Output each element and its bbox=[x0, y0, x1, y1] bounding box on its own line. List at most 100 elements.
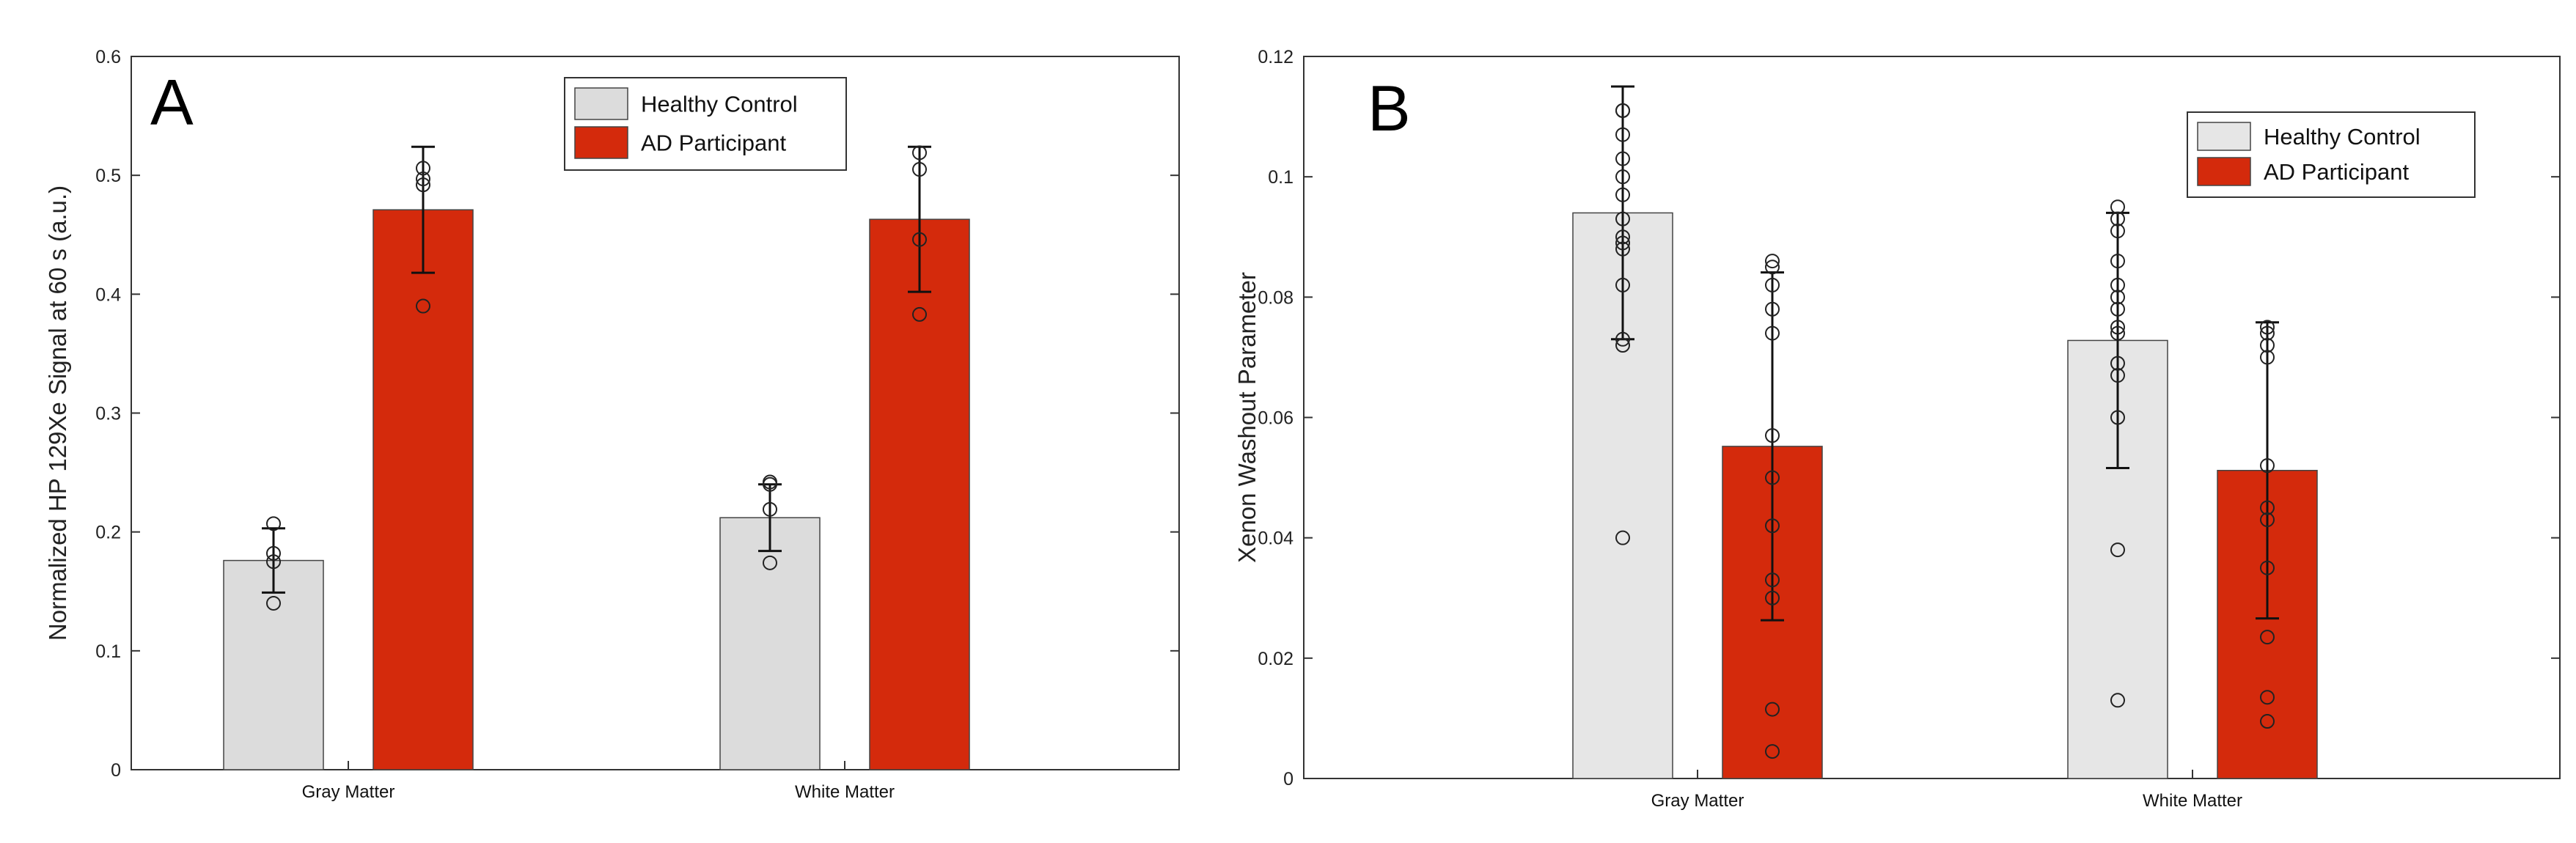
bar-ad-participant bbox=[869, 218, 970, 770]
legend-swatch-healthy-control bbox=[574, 87, 628, 120]
legend-swatch-healthy-control bbox=[2197, 122, 2251, 151]
legend-label-ad-participant: AD Participant bbox=[641, 130, 787, 156]
data-point bbox=[1615, 338, 1630, 353]
bar-healthy-control bbox=[719, 517, 821, 770]
data-point bbox=[1615, 127, 1630, 142]
data-point bbox=[1615, 103, 1630, 118]
data-point bbox=[2110, 693, 2125, 708]
data-point bbox=[2110, 224, 2125, 239]
data-point bbox=[1615, 169, 1630, 185]
data-point bbox=[1615, 241, 1630, 257]
data-point bbox=[2110, 320, 2125, 335]
data-point bbox=[2260, 325, 2275, 341]
y-tick-label: 0.1 bbox=[95, 641, 121, 662]
y-tick-label: 0.6 bbox=[95, 47, 121, 67]
data-point bbox=[912, 232, 927, 247]
data-point bbox=[2260, 560, 2275, 575]
data-point bbox=[1765, 301, 1780, 317]
data-point bbox=[912, 162, 927, 177]
data-point bbox=[1765, 277, 1780, 292]
legend-label-healthy-control: Healthy Control bbox=[2264, 124, 2421, 150]
data-point bbox=[266, 545, 281, 561]
x-category-label: White Matter bbox=[795, 782, 895, 802]
data-point bbox=[2110, 290, 2125, 305]
data-point bbox=[1765, 254, 1780, 269]
data-point bbox=[2110, 542, 2125, 558]
panel-label: A bbox=[150, 66, 194, 139]
y-tick-label: 0.2 bbox=[95, 523, 121, 543]
y-tick-label: 0.12 bbox=[1258, 47, 1293, 67]
data-point bbox=[912, 145, 927, 161]
data-point bbox=[2260, 500, 2275, 515]
y-tick-label: 0.08 bbox=[1258, 287, 1293, 308]
data-point bbox=[1765, 518, 1780, 534]
data-point bbox=[266, 595, 281, 611]
panel-label: B bbox=[1368, 72, 1411, 144]
data-point bbox=[2260, 512, 2275, 528]
data-point bbox=[1765, 702, 1780, 717]
data-point bbox=[2260, 338, 2275, 353]
y-tick-label: 0.06 bbox=[1258, 408, 1293, 429]
legend-swatch-ad-participant bbox=[2197, 157, 2251, 186]
legend-swatch-ad-participant bbox=[574, 126, 628, 159]
data-point bbox=[1615, 277, 1630, 292]
y-tick-label: 0 bbox=[1283, 769, 1293, 789]
data-point bbox=[1615, 187, 1630, 202]
data-point bbox=[1615, 151, 1630, 166]
data-point bbox=[1765, 590, 1780, 605]
data-point bbox=[2260, 714, 2275, 729]
data-point bbox=[1615, 235, 1630, 251]
x-category-label: White Matter bbox=[2143, 791, 2242, 811]
data-point bbox=[2110, 211, 2125, 227]
y-tick-label: 0.4 bbox=[95, 284, 121, 305]
data-point bbox=[2260, 320, 2275, 335]
data-point bbox=[1615, 229, 1630, 245]
data-point bbox=[2110, 368, 2125, 383]
y-tick-label: 0.5 bbox=[95, 166, 121, 186]
data-point bbox=[1765, 325, 1780, 341]
data-point bbox=[1765, 744, 1780, 759]
data-point bbox=[1765, 259, 1780, 275]
data-point bbox=[2110, 410, 2125, 425]
data-point bbox=[416, 177, 430, 193]
data-point bbox=[2260, 458, 2275, 474]
data-point bbox=[266, 554, 281, 570]
data-point bbox=[1615, 211, 1630, 227]
data-point bbox=[2110, 254, 2125, 269]
data-point bbox=[266, 516, 281, 531]
y-tick-label: 0.1 bbox=[1268, 167, 1293, 188]
data-point bbox=[763, 555, 777, 570]
data-point bbox=[2110, 277, 2125, 292]
y-tick-label: 0.3 bbox=[95, 404, 121, 424]
bar-ad-participant bbox=[373, 209, 474, 770]
y-axis-label: Normalized HP 129Xe Signal at 60 s (a.u.… bbox=[44, 185, 71, 641]
y-tick-label: 0.02 bbox=[1258, 649, 1293, 669]
data-point bbox=[912, 306, 927, 322]
data-point bbox=[2260, 350, 2275, 365]
bar-healthy-control bbox=[223, 559, 324, 770]
data-point bbox=[416, 161, 430, 176]
data-point bbox=[2110, 356, 2125, 371]
data-point bbox=[2110, 325, 2125, 341]
data-point bbox=[416, 298, 430, 314]
data-point bbox=[2260, 630, 2275, 645]
data-point bbox=[1615, 331, 1630, 347]
data-point bbox=[1765, 573, 1780, 588]
data-point bbox=[1615, 530, 1630, 545]
data-point bbox=[763, 474, 777, 490]
data-point bbox=[2110, 301, 2125, 317]
data-point bbox=[1765, 470, 1780, 485]
legend-label-healthy-control: Healthy Control bbox=[641, 92, 798, 117]
data-point bbox=[2110, 199, 2125, 215]
x-category-label: Gray Matter bbox=[1651, 791, 1744, 811]
panel-b: 0 0.02 0.04 0.06 0.08 0.1 0.12 Xenon Washout Pa… bbox=[1233, 47, 2561, 811]
data-point bbox=[2260, 690, 2275, 705]
data-point bbox=[763, 501, 777, 517]
x-category-label: Gray Matter bbox=[302, 782, 395, 802]
panel-a: 0 0.1 0.2 0.3 0.4 0.5 0.6 Normalized HP 129Xe S… bbox=[44, 47, 1180, 802]
y-tick-label: 0.04 bbox=[1258, 529, 1293, 549]
data-point bbox=[1765, 428, 1780, 443]
y-axis-label: Xenon Washout Parameter bbox=[1233, 272, 1261, 563]
data-point bbox=[416, 172, 430, 187]
